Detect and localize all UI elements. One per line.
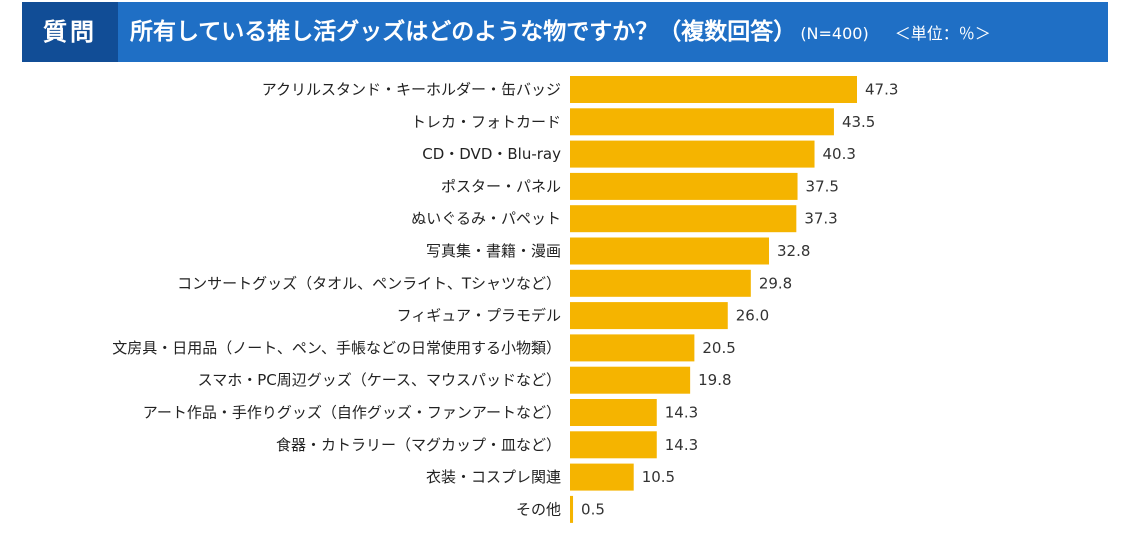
unit-label: ＜単位：％＞	[894, 24, 991, 43]
bar	[570, 269, 751, 297]
question-label: 質問	[22, 2, 118, 62]
category-label: 写真集・書籍・漫画	[426, 242, 561, 260]
bar	[570, 76, 857, 103]
category-label: アクリルスタンド・キーホルダー・缶バッジ	[262, 81, 561, 99]
category-label: ポスター・パネル	[441, 177, 561, 195]
value-label: 20.5	[702, 339, 735, 357]
value-label: 29.8	[759, 274, 792, 292]
question-text: 所有している推し活グッズはどのような物ですか？（複数回答）	[130, 19, 797, 45]
question-title-row: 所有している推し活グッズはどのような物ですか？（複数回答） (N=400) ＜単位：…	[130, 2, 991, 62]
category-label: トレカ・フォトカード	[411, 113, 561, 131]
bar	[570, 140, 815, 168]
bar	[570, 205, 797, 233]
bar	[570, 366, 691, 394]
category-label: その他	[516, 500, 561, 518]
value-label: 10.5	[642, 468, 675, 486]
value-label: 14.3	[665, 436, 698, 454]
bar	[570, 399, 657, 426]
value-label: 43.5	[842, 113, 875, 131]
value-label: 40.3	[823, 145, 856, 163]
sample-size: (N=400)	[800, 24, 869, 43]
value-label: 19.8	[698, 371, 731, 389]
value-label: 47.3	[865, 81, 898, 99]
category-label: アート作品・手作りグッズ（自作グッズ・ファンアートなど）	[143, 404, 561, 422]
category-label: 衣装・コスプレ関連	[426, 468, 561, 486]
bar	[570, 172, 798, 200]
value-label: 37.5	[806, 177, 839, 195]
value-label: 14.3	[665, 404, 698, 422]
value-label: 0.5	[581, 500, 605, 518]
category-label: コンサートグッズ（タオル、ペンライト、Tシャツなど）	[177, 274, 561, 292]
question-header: 質問 所有している推し活グッズはどのような物ですか？（複数回答） (N=400) ＜…	[22, 2, 1108, 62]
bar	[570, 463, 634, 491]
value-label: 37.3	[804, 210, 837, 228]
category-label: ぬいぐるみ・パペット	[411, 210, 561, 228]
bar	[570, 108, 834, 136]
value-label: 26.0	[736, 307, 769, 325]
category-label: フィギュア・プラモデル	[397, 307, 561, 325]
category-label: CD・DVD・Blu-ray	[422, 145, 561, 163]
bar	[570, 302, 728, 330]
category-label: 食器・カトラリー（マグカップ・皿など）	[276, 436, 561, 454]
bar	[570, 431, 657, 459]
category-label: 文房具・日用品（ノート、ペン、手帳などの日常使用する小物類）	[112, 339, 561, 357]
bar	[570, 237, 770, 265]
bar	[570, 334, 695, 362]
value-label: 32.8	[777, 242, 810, 260]
bar	[570, 495, 574, 523]
category-label: スマホ・PC周辺グッズ（ケース、マウスパッドなど）	[198, 371, 561, 389]
